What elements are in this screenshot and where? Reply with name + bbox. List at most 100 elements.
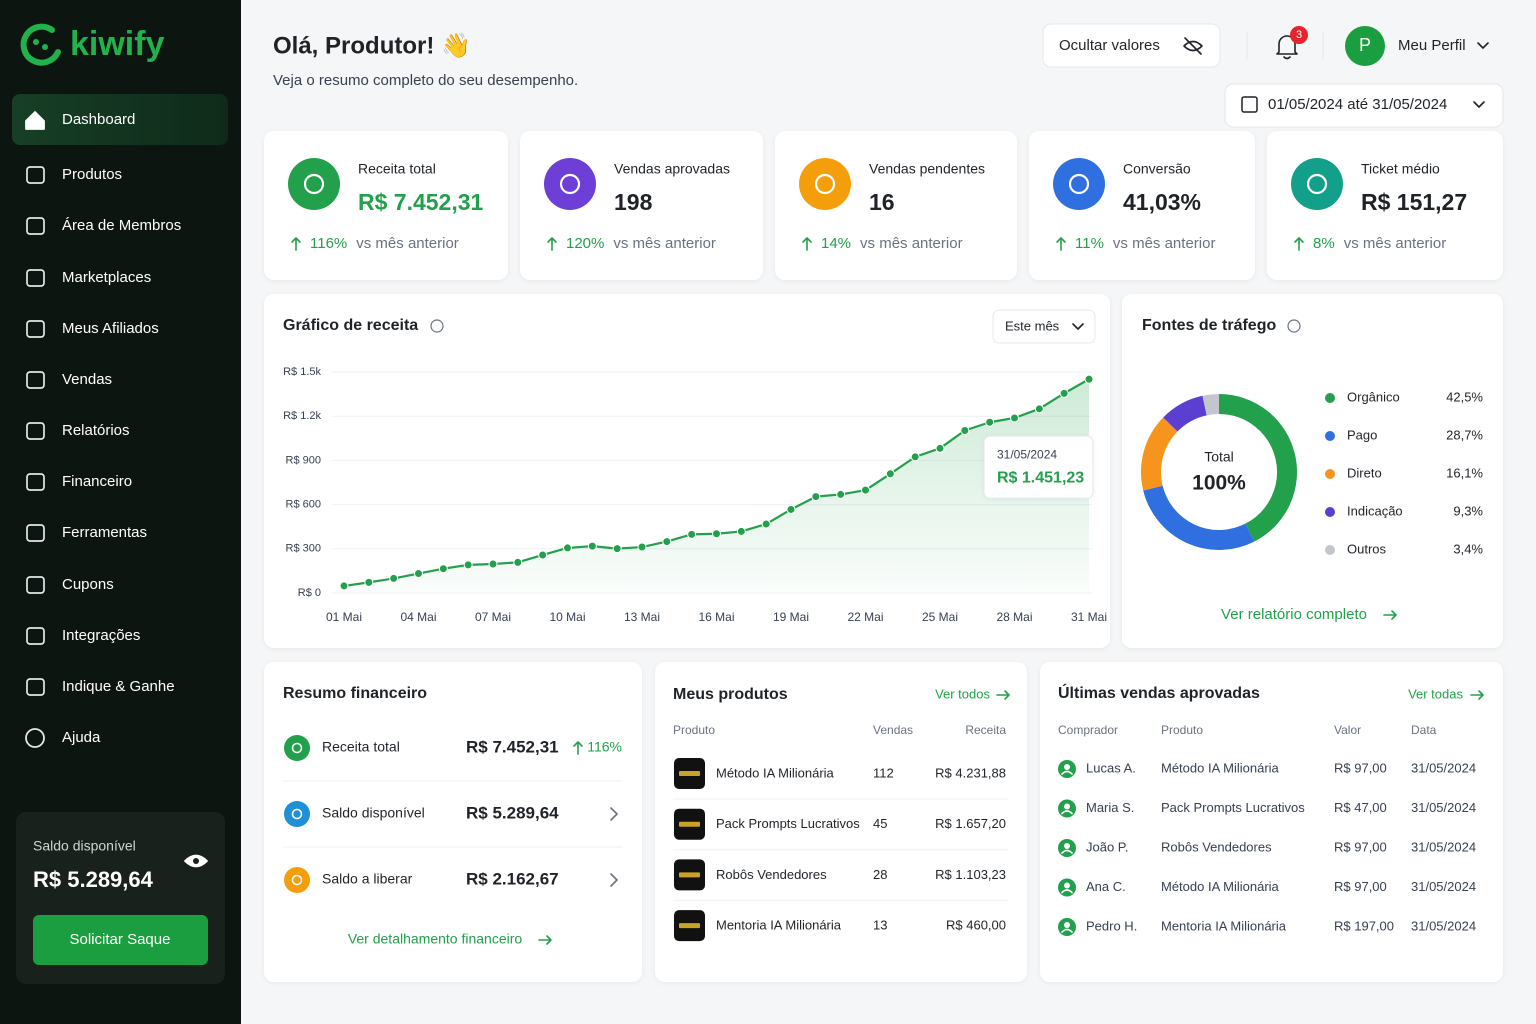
nav-label: Meus Afiliados [62, 320, 159, 337]
buyer-icon-body [1061, 928, 1073, 933]
nav-label: Área de Membros [62, 217, 181, 234]
legend-value: 28,7% [1446, 427, 1483, 442]
product: Método IA Milionária [1161, 760, 1280, 775]
point [687, 529, 697, 539]
point [587, 541, 597, 551]
product-revenue: R$ 460,00 [946, 918, 1006, 933]
nav-item[interactable]: Financeiro [26, 473, 132, 491]
nav-item[interactable]: Integrações [26, 627, 140, 645]
nav-label: Financeiro [62, 473, 132, 490]
tooltip-bg [983, 435, 1094, 499]
hide-label: Ocultar valores [1059, 37, 1160, 54]
report-link[interactable]: Ver relatório completo [1221, 606, 1367, 623]
withdraw-button[interactable]: Solicitar Saque [33, 915, 208, 965]
nav-icon [26, 473, 45, 491]
nav-item[interactable]: Área de Membros [26, 217, 181, 235]
nav-item[interactable]: Indique & Ganhe [26, 678, 175, 696]
buyer: João P. [1086, 839, 1128, 854]
financial-row[interactable]: Saldo disponível R$ 5.289,64 [284, 801, 559, 827]
point [960, 425, 970, 435]
product-row[interactable]: Pack Prompts Lucrativos 45 R$ 1.657,20 [674, 808, 1006, 840]
brand: kiwify [70, 25, 165, 63]
chevron [1072, 323, 1084, 330]
hide-values-button[interactable]: Ocultar valores [1042, 23, 1221, 68]
kpi-icon-glyph [303, 173, 325, 195]
column-header: Data [1411, 723, 1437, 737]
buyer-icon-head [1064, 764, 1070, 770]
avatar [1345, 26, 1385, 66]
row-value: R$ 2.162,67 [466, 869, 559, 888]
nav-item[interactable]: Marketplaces [26, 269, 151, 287]
nav-item[interactable]: Ferramentas [26, 524, 147, 542]
row-label: Receita total [322, 739, 400, 755]
nav-item[interactable]: Vendas [26, 371, 112, 389]
legend-value: 16,1% [1446, 465, 1483, 480]
legend-dot [1325, 545, 1335, 555]
x-tick-label: 16 Mai [698, 610, 734, 624]
nav-item[interactable]: Meus Afiliados [26, 320, 159, 338]
donut-center-value: 100% [1192, 472, 1246, 495]
notifications[interactable]: 3 [1276, 26, 1308, 60]
point [414, 569, 423, 579]
nav-active [12, 94, 228, 145]
kpi-change: 120% [566, 235, 604, 252]
eye-toggle[interactable] [184, 854, 208, 868]
area [344, 379, 1089, 593]
amount: R$ 197,00 [1334, 918, 1394, 933]
chart-title: Gráfico de receita [283, 317, 418, 334]
date-range-picker[interactable]: 01/05/2024 até 31/05/2024 [1224, 83, 1504, 128]
date: 31/05/2024 [1411, 800, 1476, 815]
product-name: Método IA Milionária [716, 765, 835, 780]
y-tick-label: R$ 0 [298, 587, 321, 599]
y-tick-label: R$ 1.2k [283, 410, 321, 422]
calendar-icon [1241, 96, 1258, 113]
date: 31/05/2024 [1411, 879, 1476, 894]
product-row[interactable]: Robôs Vendedores 28 R$ 1.103,23 [674, 859, 1006, 891]
sale-row: João P. Robôs Vendedores R$ 97,00 31/05/202… [1058, 839, 1476, 857]
chevron [1477, 42, 1489, 49]
product-sales: 45 [873, 816, 887, 831]
x-tick-label: 19 Mai [773, 610, 809, 624]
nav-item[interactable]: Ajuda [25, 728, 101, 748]
products-link[interactable]: Ver todos [935, 686, 990, 701]
date-bg [1224, 83, 1504, 128]
point [836, 489, 846, 499]
product-revenue: R$ 1.103,23 [935, 867, 1006, 882]
nav-icon [25, 111, 45, 130]
product: Robôs Vendedores [1161, 839, 1272, 854]
date: 31/05/2024 [1411, 839, 1476, 854]
buyer-icon-head [1064, 922, 1070, 928]
point [935, 443, 945, 453]
donut-segment [1218, 394, 1297, 542]
nav-icon [26, 678, 45, 696]
tooltip-value: R$ 1.451,23 [997, 469, 1084, 486]
nav-item[interactable]: Produtos [26, 166, 122, 184]
point [463, 560, 473, 570]
nav-item[interactable]: Relatórios [26, 422, 130, 440]
nav-icon [26, 217, 45, 235]
buyer-icon-head [1064, 882, 1070, 889]
nav-item[interactable]: Cupons [26, 576, 114, 594]
nav-item[interactable]: Dashboard [25, 111, 135, 130]
right-arrow [996, 690, 1010, 700]
nav-label: Dashboard [62, 111, 135, 128]
product-row[interactable]: Mentoria IA Milionária 13 R$ 460,00 [674, 910, 1006, 942]
financial-link[interactable]: Ver detalhamento financeiro [348, 931, 523, 947]
nav-icon [25, 728, 45, 748]
profile-menu[interactable]: P Meu Perfil [1345, 26, 1466, 66]
buyer: Maria S. [1086, 800, 1134, 815]
amount: R$ 97,00 [1334, 839, 1387, 854]
date-range: 01/05/2024 até 31/05/2024 [1268, 96, 1447, 113]
date: 31/05/2024 [1411, 760, 1476, 775]
donut-segment [1141, 417, 1178, 491]
nav-icon [26, 576, 45, 594]
buyer-icon-body [1061, 889, 1073, 894]
financial-row[interactable]: Saldo a liberar R$ 2.162,67 [284, 867, 559, 893]
row-icon [284, 867, 310, 893]
period-filter[interactable]: Este mês [992, 309, 1096, 344]
kpi-icon-glyph [1068, 173, 1090, 195]
product-row[interactable]: Método IA Milionária 112 R$ 4.231,88 [674, 758, 1006, 789]
x-tick-label: 31 Mai [1071, 610, 1107, 624]
sales-link[interactable]: Ver todas [1408, 686, 1463, 701]
